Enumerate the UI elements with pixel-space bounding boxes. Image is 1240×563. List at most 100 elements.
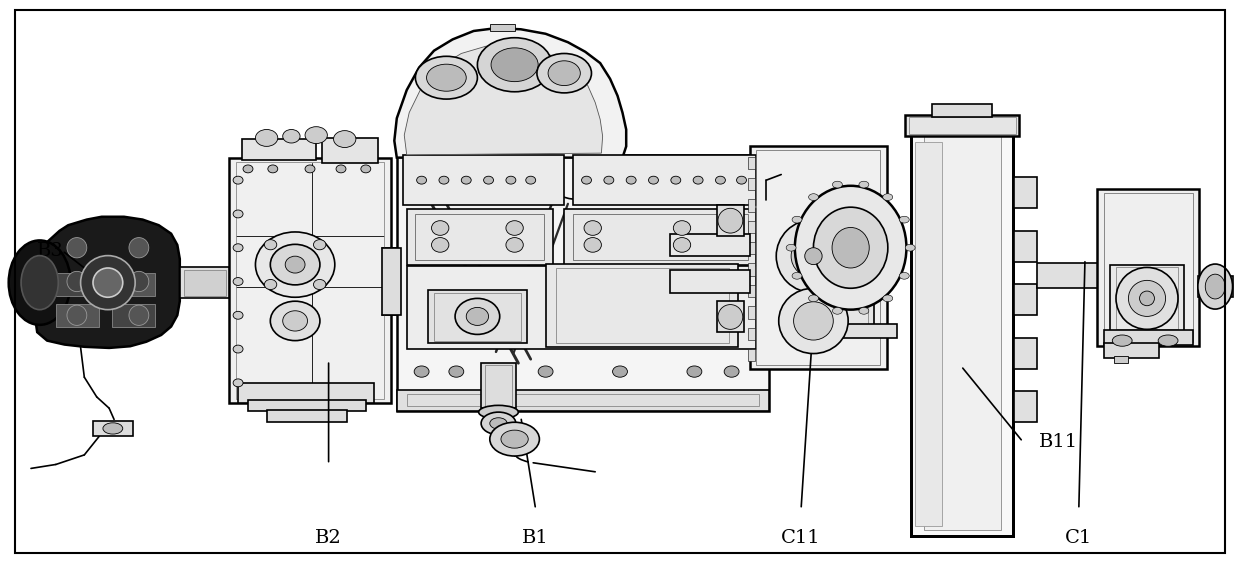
Bar [428,290,527,343]
Text: B2: B2 [315,529,342,547]
Ellipse shape [477,38,552,92]
Bar [1110,265,1184,332]
Ellipse shape [805,248,822,265]
Ellipse shape [693,176,703,184]
Bar [242,139,316,160]
Ellipse shape [81,256,135,310]
Ellipse shape [1205,274,1225,299]
Ellipse shape [484,366,498,377]
Bar [573,155,756,205]
Ellipse shape [582,176,591,184]
Bar [415,214,544,260]
Ellipse shape [724,366,739,377]
Bar [905,115,1019,136]
Bar [490,24,515,31]
Text: C11: C11 [781,529,821,547]
Bar [748,285,755,297]
Bar [670,270,750,293]
Polygon shape [394,28,626,158]
Ellipse shape [264,240,277,250]
Ellipse shape [129,305,149,325]
Ellipse shape [415,56,477,99]
Ellipse shape [859,307,869,314]
Ellipse shape [270,244,320,285]
Bar [1198,276,1233,297]
Ellipse shape [795,186,906,310]
Ellipse shape [808,295,818,302]
Bar [748,199,755,212]
Bar [556,268,729,343]
Bar [407,209,553,265]
Ellipse shape [1112,335,1132,346]
Ellipse shape [506,221,523,235]
Ellipse shape [792,216,802,223]
Bar [1014,338,1037,369]
Bar [911,129,1013,536]
Bar [403,155,564,205]
Ellipse shape [21,256,58,310]
Bar [407,266,756,349]
Ellipse shape [604,176,614,184]
Ellipse shape [613,366,627,377]
Ellipse shape [268,165,278,173]
Ellipse shape [687,366,702,377]
Bar [564,209,756,265]
Ellipse shape [449,366,464,377]
Ellipse shape [466,307,489,325]
Ellipse shape [501,430,528,448]
Ellipse shape [718,305,743,329]
Ellipse shape [233,278,243,285]
Bar [748,349,755,361]
Ellipse shape [243,165,253,173]
Ellipse shape [538,366,553,377]
Bar [748,242,755,254]
Ellipse shape [537,53,591,93]
Text: B3: B3 [37,242,64,260]
Ellipse shape [93,268,123,297]
Bar [1014,177,1037,208]
Ellipse shape [427,64,466,91]
Bar [670,234,750,256]
Bar [748,328,755,340]
Bar [1097,189,1199,346]
Bar [382,248,401,315]
Bar [827,202,874,294]
Bar [184,270,226,296]
Ellipse shape [1198,264,1233,309]
Ellipse shape [1116,267,1178,329]
Ellipse shape [832,227,869,268]
Ellipse shape [283,129,300,143]
Ellipse shape [361,165,371,173]
Ellipse shape [791,235,836,278]
Ellipse shape [548,61,580,86]
Ellipse shape [1158,335,1178,346]
Ellipse shape [715,176,725,184]
Text: B1: B1 [522,529,549,547]
Ellipse shape [506,176,516,184]
Bar [1104,343,1159,358]
Ellipse shape [255,129,278,146]
Bar [397,390,769,411]
Bar [248,400,366,411]
Ellipse shape [506,238,523,252]
Ellipse shape [432,238,449,252]
Bar [267,410,347,422]
Bar [236,162,384,399]
Ellipse shape [899,272,909,279]
Ellipse shape [314,279,326,289]
Ellipse shape [776,220,851,293]
Bar [909,117,1016,134]
Ellipse shape [490,418,507,429]
Ellipse shape [584,238,601,252]
Ellipse shape [786,244,796,251]
Ellipse shape [129,238,149,258]
Bar [573,214,748,260]
Bar [924,135,1001,530]
Bar [1104,193,1193,342]
Ellipse shape [649,176,658,184]
Ellipse shape [305,165,315,173]
Bar [1114,356,1128,363]
Polygon shape [35,217,180,348]
Ellipse shape [1140,291,1154,306]
Bar [322,138,378,163]
